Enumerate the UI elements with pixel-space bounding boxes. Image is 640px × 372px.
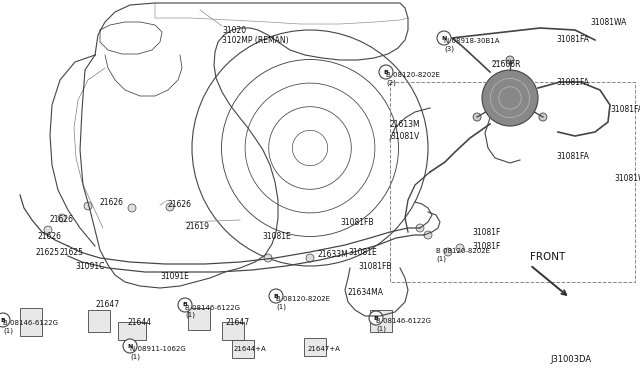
Text: N: N: [442, 35, 447, 41]
Bar: [304, 338, 326, 356]
Text: 31081FB: 31081FB: [358, 262, 392, 271]
Text: 21626: 21626: [168, 200, 192, 209]
Text: B: B: [1, 317, 5, 323]
Text: N 08918-30B1A
(3): N 08918-30B1A (3): [444, 38, 499, 51]
Text: 31081FA: 31081FA: [610, 105, 640, 114]
Text: 21625: 21625: [60, 248, 84, 257]
Circle shape: [437, 31, 451, 45]
Text: B: B: [182, 302, 188, 308]
Text: 31081E: 31081E: [262, 232, 291, 241]
Text: B 08120-8202E
(2): B 08120-8202E (2): [386, 72, 440, 86]
Text: B 08146-6122G
(1): B 08146-6122G (1): [185, 305, 240, 318]
Text: 31081FA: 31081FA: [556, 78, 589, 87]
Circle shape: [58, 214, 66, 222]
Text: 31081E: 31081E: [348, 248, 377, 257]
Bar: [370, 310, 392, 332]
Circle shape: [128, 204, 136, 212]
Circle shape: [424, 231, 432, 239]
Text: 21619: 21619: [185, 222, 209, 231]
Circle shape: [379, 65, 393, 79]
Text: B: B: [273, 294, 278, 298]
Text: 31081F: 31081F: [472, 228, 500, 237]
Circle shape: [416, 224, 424, 232]
Text: B: B: [383, 70, 388, 74]
Text: 21626: 21626: [100, 198, 124, 207]
Circle shape: [166, 203, 174, 211]
Circle shape: [369, 311, 383, 325]
Text: 31091E: 31091E: [160, 272, 189, 281]
Text: 21634MA: 21634MA: [348, 288, 384, 297]
Text: 21625: 21625: [36, 248, 60, 257]
Bar: [390, 82, 635, 282]
Text: 31091C: 31091C: [75, 262, 104, 271]
Text: B: B: [374, 315, 378, 321]
Text: 31081FA: 31081FA: [556, 152, 589, 161]
Bar: [232, 340, 254, 358]
Circle shape: [269, 289, 283, 303]
Circle shape: [84, 202, 92, 210]
Bar: [222, 322, 244, 340]
Circle shape: [473, 113, 481, 121]
Text: 21606R: 21606R: [492, 60, 522, 69]
Circle shape: [539, 113, 547, 121]
Circle shape: [178, 298, 192, 312]
Text: B 08146-6122G
(1): B 08146-6122G (1): [376, 318, 431, 331]
Text: 31020
3102MP (REMAN): 31020 3102MP (REMAN): [222, 26, 289, 45]
Text: 21626: 21626: [50, 215, 74, 224]
Text: 21647: 21647: [96, 300, 120, 309]
Text: 31081WA: 31081WA: [590, 18, 627, 27]
Text: 31081V: 31081V: [390, 132, 419, 141]
Circle shape: [506, 56, 514, 64]
Circle shape: [123, 339, 137, 353]
Text: B 08120-8202E
(1): B 08120-8202E (1): [436, 248, 490, 262]
Text: 21633M: 21633M: [318, 250, 349, 259]
Text: B 08120-8202E
(1): B 08120-8202E (1): [276, 296, 330, 310]
Text: N 08911-1062G
(1): N 08911-1062G (1): [130, 346, 186, 359]
Circle shape: [444, 248, 452, 256]
Circle shape: [264, 254, 272, 262]
Circle shape: [0, 313, 10, 327]
Circle shape: [306, 254, 314, 262]
Bar: [118, 322, 146, 340]
Bar: [88, 310, 110, 332]
Text: J31003DA: J31003DA: [550, 355, 591, 364]
Text: 31081W: 31081W: [614, 174, 640, 183]
Text: 21613M: 21613M: [390, 120, 420, 129]
Text: 31081F: 31081F: [472, 242, 500, 251]
Text: 21647+A: 21647+A: [308, 346, 341, 352]
Text: 21626: 21626: [38, 232, 62, 241]
Text: 21647: 21647: [226, 318, 250, 327]
Text: FRONT: FRONT: [530, 252, 565, 262]
Text: B 08146-6122G
(1): B 08146-6122G (1): [3, 320, 58, 334]
Text: 31081FA: 31081FA: [556, 35, 589, 44]
Text: N: N: [127, 343, 132, 349]
Circle shape: [482, 70, 538, 126]
Bar: [20, 308, 42, 336]
Text: 21644: 21644: [128, 318, 152, 327]
Text: 21644+A: 21644+A: [234, 346, 267, 352]
Circle shape: [456, 244, 464, 252]
Bar: [188, 308, 210, 330]
Circle shape: [44, 226, 52, 234]
Text: 31081FB: 31081FB: [340, 218, 374, 227]
